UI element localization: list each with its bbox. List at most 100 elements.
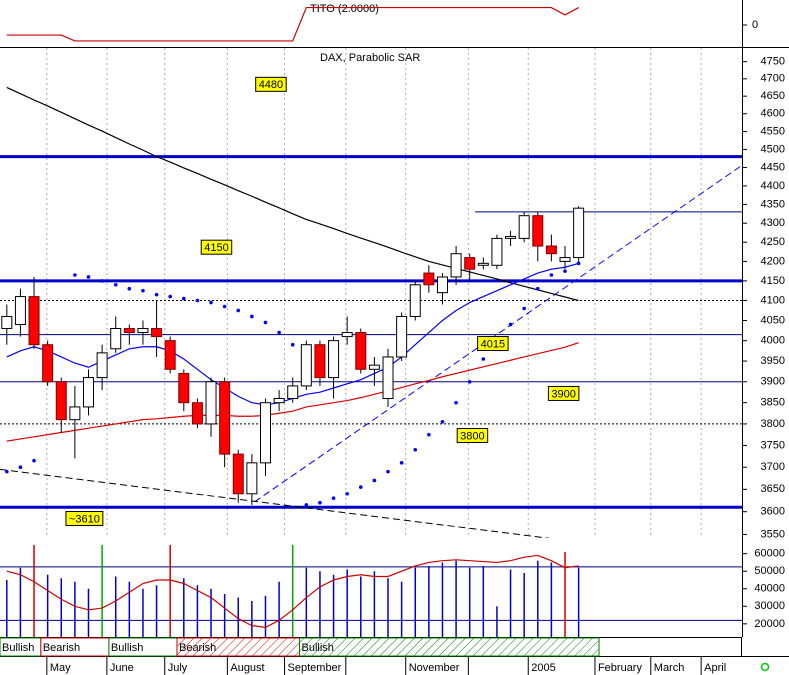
sar-dot <box>5 469 9 474</box>
average-line <box>6 342 579 442</box>
sar-dot <box>522 306 526 311</box>
regime-label: Bullish <box>111 642 143 654</box>
level-label: 3900 <box>547 385 580 401</box>
month-label: September <box>288 662 342 674</box>
candle-body <box>69 406 81 421</box>
candle-body <box>259 402 271 464</box>
level-label-text: 3900 <box>551 388 575 400</box>
sar-dot <box>549 273 554 277</box>
sar-dot <box>73 273 77 277</box>
candle-body <box>151 328 163 338</box>
level-label: 4480 <box>255 76 287 92</box>
average-line <box>6 86 579 302</box>
level-label-text: 4015 <box>481 338 505 350</box>
month-label: August <box>230 662 264 674</box>
regime-label: Bullish <box>302 642 334 654</box>
candle-body <box>341 332 353 338</box>
month-label: April <box>704 662 726 674</box>
oscillator-line <box>6 554 579 628</box>
sar-dot <box>304 503 309 507</box>
candle-body <box>355 332 367 370</box>
candle-body <box>42 344 54 383</box>
month-label: February <box>598 662 643 674</box>
sar-dot <box>481 357 486 361</box>
sar-dot <box>277 330 281 335</box>
y-tick-label: 3950 <box>761 355 785 367</box>
month-label: 2005 <box>531 662 555 674</box>
candle-body <box>436 276 448 294</box>
candle-body <box>246 462 258 495</box>
candle-body <box>232 453 244 495</box>
sar-dot <box>399 461 404 465</box>
candle-body <box>573 207 585 259</box>
candle-body <box>396 315 408 358</box>
volume-tick-label: 20000 <box>754 618 785 630</box>
volume-tick-label: 60000 <box>754 548 785 560</box>
sar-dot <box>535 286 540 291</box>
candle-body <box>110 328 122 350</box>
y-tick-label: 4650 <box>761 90 785 102</box>
sar-dot <box>141 288 145 293</box>
indicator-line <box>6 6 579 42</box>
y-tick-label: 4000 <box>761 335 785 347</box>
sar-dot <box>113 282 118 287</box>
sar-dot <box>127 286 132 291</box>
candle-body <box>545 245 557 255</box>
level-label-box <box>65 510 104 526</box>
sar-dot <box>18 465 23 470</box>
level-label-box <box>477 335 509 351</box>
regime-band <box>299 637 600 657</box>
candle-body <box>164 340 176 370</box>
level-label-text: 4150 <box>204 242 228 254</box>
sar-dot <box>372 478 377 483</box>
candle-body <box>518 215 530 239</box>
sar-dot <box>32 458 36 463</box>
sar-dot <box>427 432 431 437</box>
candle-body <box>219 381 231 455</box>
month-label: July <box>168 662 188 674</box>
sar-dot <box>222 304 227 309</box>
month-label: November <box>409 662 460 674</box>
y-tick-label: 4150 <box>761 275 785 287</box>
sar-dot <box>358 485 363 489</box>
candle-body <box>559 257 571 262</box>
candle-body <box>423 272 435 286</box>
candle-body <box>368 364 380 370</box>
sar-dot <box>86 275 91 279</box>
y-tick-label: 4700 <box>761 73 785 85</box>
month-label: May <box>50 662 71 674</box>
level-label-box <box>456 428 489 444</box>
indicator-panel <box>6 6 579 42</box>
candle-body <box>491 237 503 266</box>
sar-dot <box>345 491 349 496</box>
y-tick-label: 4550 <box>761 125 785 137</box>
candle-body <box>409 284 421 317</box>
level-label-text: 4480 <box>259 79 283 91</box>
y-tick-label: 4350 <box>761 198 785 210</box>
sar-dot <box>236 308 241 313</box>
volume-tick-label: 30000 <box>754 600 785 612</box>
candle-body <box>205 381 217 425</box>
candle-body <box>300 344 312 387</box>
candle-body <box>28 296 40 346</box>
y-tick-label: 4300 <box>761 217 785 229</box>
candle-body <box>14 296 26 325</box>
y-tick-label: 3550 <box>761 528 785 540</box>
y-tick-label: 3700 <box>761 461 785 473</box>
level-label: 3800 <box>456 428 489 444</box>
level-label: 4150 <box>200 239 233 255</box>
candle-body <box>328 340 340 379</box>
y-tick-label: 4250 <box>761 236 785 248</box>
candle-body <box>505 235 517 239</box>
level-label: 4015 <box>477 335 509 351</box>
y-tick-label: 4500 <box>761 143 785 155</box>
candle-body <box>273 397 285 404</box>
sar-dot <box>168 294 172 299</box>
level-label-box <box>255 76 287 92</box>
sar-dot <box>100 279 104 283</box>
main-panel <box>0 48 742 538</box>
candle-body <box>464 257 476 270</box>
y-tick-label: 4600 <box>761 108 785 120</box>
level-label-box <box>547 385 580 401</box>
